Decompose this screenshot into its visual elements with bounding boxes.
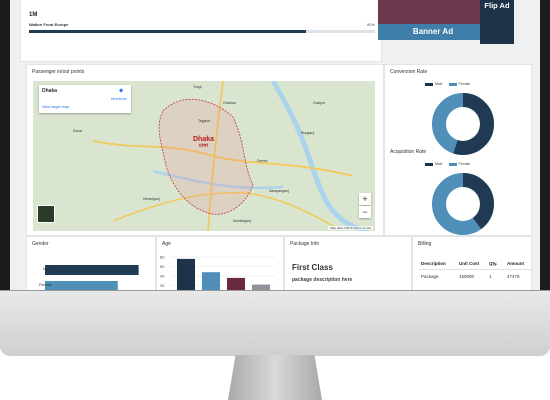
gender-label-female: Female [39,283,52,287]
billing-header-unit-cost: Unit Cost [457,257,487,270]
age-title: Age [162,241,171,247]
top-stat-panel: 1M Walton Front Europe 80% [20,0,382,62]
acquisition-legend-male: Male [435,162,443,166]
conversion-title: Conversion Rate [390,69,428,75]
flip-ad[interactable]: Flip Ad [480,0,514,44]
rates-panel: Conversion Rate Male Female Acquisition … [384,64,532,236]
acquisition-legend: Male Female [425,162,470,166]
map-river-2 [152,169,284,190]
billing-cell-unit-cost: 150000 [459,273,475,279]
map-view[interactable]: Dhaka View larger map ⬥ Directions Tongi… [33,81,375,231]
map-place-munshiganj: Munshiganj [233,219,251,223]
gender-panel: Gender Male Female [26,236,156,290]
map-footer: Map data ©2019 Terms of Use [328,226,373,230]
map-city-label: Dhaka ঢাকা [193,136,214,151]
billing-title: Billing [418,241,432,247]
zoom-out-button[interactable]: − [359,206,371,218]
stat-progress-label: 80% [366,22,375,27]
age-bar [202,272,220,290]
map-road-1 [92,140,354,177]
conversion-legend-female-swatch [448,82,457,86]
stat-region: Walton Front Europe [29,22,69,27]
map-place-name: Dhaka [42,88,58,94]
package-panel: Package Info First Class package descrip… [284,236,412,290]
map-place-savar: Savar [73,129,83,133]
map-place-demra: Demra [257,159,268,163]
acquisition-legend-female-swatch [448,162,457,166]
billing-cell-description: Package [421,273,439,279]
map-place-gazipur: Gazipur [313,101,326,105]
conversion-legend-male: Male [435,82,443,86]
age-bar [227,277,245,290]
map-river [270,81,369,231]
map-panel-title: Passenger in/out points [32,69,85,75]
directions-icon[interactable]: ⬥ [119,88,124,94]
dhaka-boundary [158,98,254,215]
map-road-2 [207,81,224,231]
dashboard-screen: 1M Walton Front Europe 80% Banner Ad Fli… [10,0,540,290]
map-road-3 [112,191,334,227]
age-bar [177,258,195,290]
map-place-tejgaon: Tejgaon [198,119,211,123]
monitor-stand [228,355,322,400]
map-place-gulshan: Gulshan [223,101,237,105]
age-chart: 6050403020 [160,255,275,290]
package-description: package description here [292,277,353,283]
conversion-legend: Male Female [425,82,470,86]
conversion-slice-male [432,93,494,155]
stat-progress-track [29,30,375,33]
billing-cell-qty: 1 [489,273,492,279]
billing-header-qty: Qty. [487,257,505,270]
map-panel: Passenger in/out points Dhaka View large… [26,64,384,236]
map-satellite-toggle[interactable] [37,205,55,223]
gender-label-male: Male [43,267,52,271]
conversion-legend-male-swatch [425,82,433,86]
age-tick-label: 30 [160,283,165,288]
map-larger-link[interactable]: View larger map [42,105,70,109]
age-tick-label: 50 [160,264,165,269]
map-place-keraniganj: Keraniganj [143,197,160,201]
conversion-legend-female: Female [458,82,471,86]
banner-ad-image[interactable] [378,0,488,24]
acquisition-slice-male [432,173,494,235]
map-place-card: Dhaka View larger map ⬥ Directions [39,85,131,113]
billing-header-description: Description [419,257,457,270]
age-bar [252,284,270,290]
acquisition-title: Acquisition Rate [390,149,427,155]
gender-chart [45,265,139,290]
map-place-tongi: Tongi [193,85,202,89]
billing-header-amount: Amount [505,257,531,270]
package-title: Package Info [290,241,320,247]
banner-ad-label: Banner Ad [412,27,454,36]
age-panel: Age 6050403020 [156,236,284,290]
billing-panel: Billing Description Unit Cost Qty. Amoun… [412,236,532,290]
acquisition-legend-male-swatch [425,162,433,166]
map-directions-label[interactable]: Directions [111,97,127,101]
acquisition-donut [432,173,494,235]
billing-cell-amount: 47478 [507,273,520,279]
gender-title: Gender [32,241,49,247]
table-row: Package 150000 1 47478 [419,270,531,283]
stat-count: 1M [29,12,38,18]
flip-ad-label: Flip Ad [484,1,510,10]
stat-progress-fill [29,30,306,33]
gender-bar-female [45,281,118,290]
billing-header-row: Description Unit Cost Qty. Amount [419,257,531,270]
map-place-rupganj: Rupganj [301,131,315,135]
gender-bar-male [45,265,139,275]
map-city-name: Dhaka [193,136,215,143]
billing-table: Description Unit Cost Qty. Amount Packag… [419,257,531,282]
zoom-in-button[interactable]: + [359,193,371,205]
package-heading: First Class [292,263,333,272]
conversion-donut [432,93,494,155]
banner-ad[interactable]: Banner Ad [378,24,488,40]
monitor-chin [0,290,550,356]
map-city-name-bn: ঢাকা [198,143,209,149]
acquisition-legend-female: Female [458,162,471,166]
age-tick-label: 60 [160,255,165,260]
map-place-narayanganj: Narayanganj [269,189,289,193]
age-tick-label: 40 [160,274,165,279]
